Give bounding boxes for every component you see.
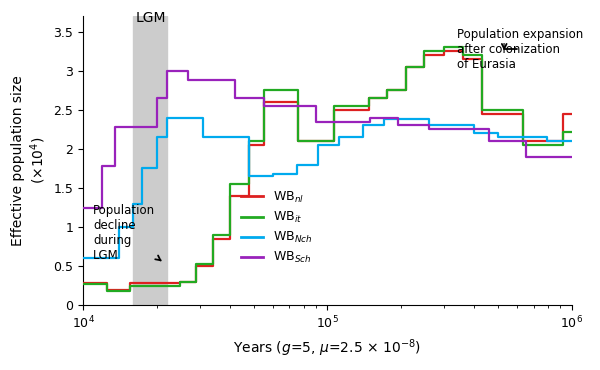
Text: Population
decline
during
LGM: Population decline during LGM bbox=[93, 204, 161, 262]
Text: Population expansion
after colonization
of Eurasia: Population expansion after colonization … bbox=[457, 28, 583, 71]
Y-axis label: Effective population size
(×10$^{4}$): Effective population size (×10$^{4}$) bbox=[11, 75, 48, 246]
Text: LGM: LGM bbox=[136, 11, 166, 25]
Legend: WB$_{nl}$, WB$_{it}$, WB$_{Nch}$, WB$_{Sch}$: WB$_{nl}$, WB$_{it}$, WB$_{Nch}$, WB$_{S… bbox=[236, 185, 317, 270]
X-axis label: Years ($g$=5, $\mu$=2.5 × 10$^{-8}$): Years ($g$=5, $\mu$=2.5 × 10$^{-8}$) bbox=[233, 337, 421, 359]
Bar bbox=[133, 16, 167, 305]
